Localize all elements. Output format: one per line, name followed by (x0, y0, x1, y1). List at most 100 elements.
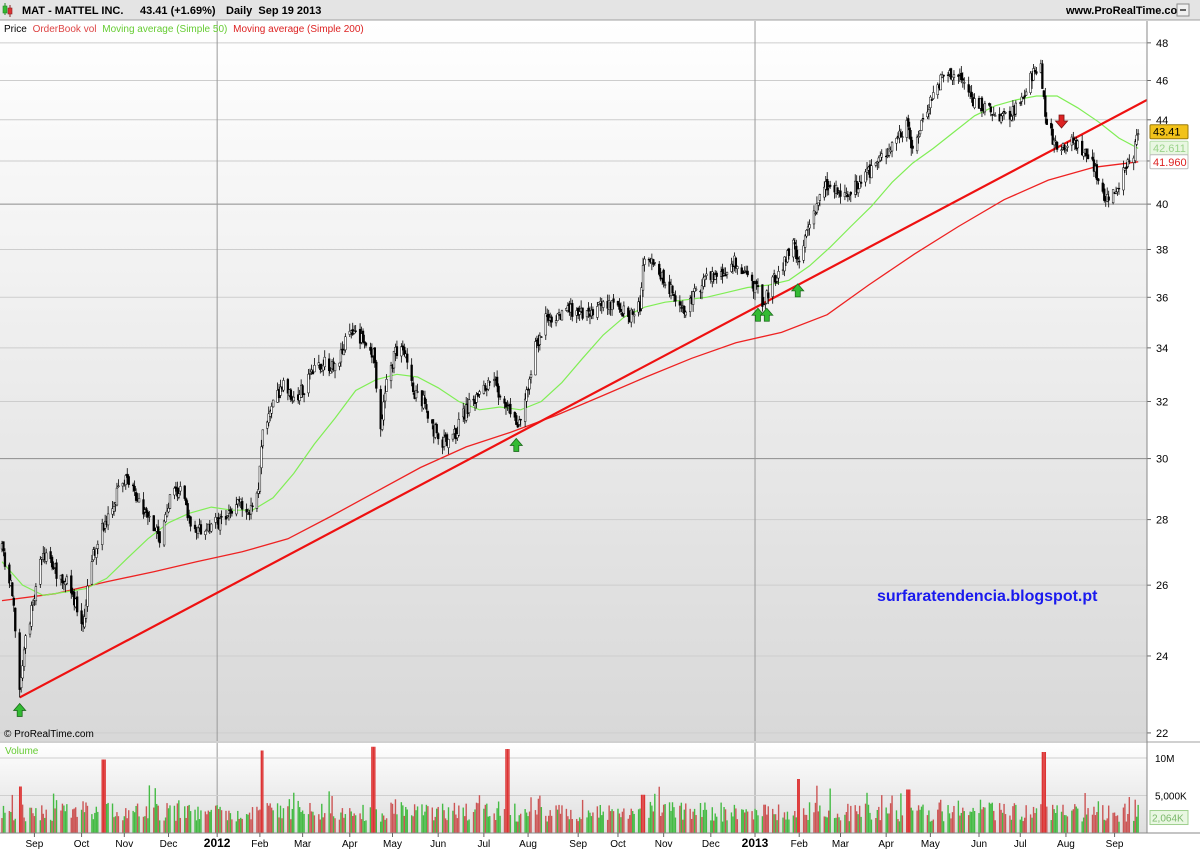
volume-bar (875, 818, 877, 833)
volume-bar (942, 821, 945, 833)
candle (22, 646, 26, 671)
volume-bar (702, 809, 705, 833)
volume-bar (55, 800, 58, 833)
candle (414, 385, 418, 402)
candle (270, 402, 273, 419)
candle (8, 562, 11, 589)
volume-bar (825, 816, 827, 833)
volume-bar (74, 807, 77, 833)
candle (1085, 148, 1088, 163)
volume-bar (391, 803, 394, 833)
candle-body (942, 74, 945, 77)
volume-bar (963, 811, 965, 833)
volume-bar (228, 810, 230, 833)
candle (1029, 71, 1032, 95)
legend: Price OrderBook vol Moving average (Simp… (4, 24, 364, 35)
candle (526, 387, 530, 398)
candle-body (176, 487, 179, 497)
volume-bar (1087, 808, 1089, 833)
volume-bar (797, 779, 799, 833)
candle (50, 555, 54, 571)
candle-body (101, 523, 104, 545)
candle (168, 494, 172, 510)
candle-body (1025, 91, 1028, 96)
candle-body (999, 115, 1003, 123)
volume-bar (464, 816, 466, 833)
candle (930, 98, 934, 101)
volume-bar (499, 815, 501, 833)
candle-body (858, 181, 861, 189)
candle (1095, 159, 1099, 185)
candle-body (1014, 102, 1017, 115)
volume-bar (599, 804, 601, 833)
candle (1122, 160, 1125, 196)
volume-bar (1043, 752, 1045, 833)
candle (939, 73, 942, 91)
volume-bar (630, 808, 632, 833)
candle (890, 141, 894, 158)
volume-bar (900, 793, 902, 833)
candle-body (1091, 156, 1094, 160)
volume-bar (458, 805, 460, 833)
candle-body (416, 391, 419, 393)
minimize-icon[interactable] (1176, 3, 1190, 17)
candle-body (674, 295, 677, 302)
candle (581, 307, 584, 321)
volume-bar (1115, 816, 1117, 833)
candle (127, 474, 130, 488)
candle (457, 412, 460, 437)
candle-body (795, 245, 798, 260)
volume-bar (640, 794, 643, 833)
volume-bar (527, 816, 529, 833)
candle (361, 328, 365, 345)
volume-bar (497, 801, 500, 833)
candle-body (761, 284, 764, 307)
candle-body (740, 267, 743, 275)
volume-bar (786, 811, 789, 833)
volume-bar (51, 820, 53, 833)
candle (1010, 113, 1013, 122)
candle-body (22, 649, 26, 667)
candle-body (239, 498, 242, 503)
candle-body (319, 363, 322, 370)
candle (86, 578, 89, 612)
candle-body (363, 341, 366, 344)
volume-bar (1072, 809, 1075, 833)
candle (805, 229, 808, 239)
volume-bar (798, 779, 800, 833)
candle (700, 279, 704, 300)
legend-orderbook: OrderBook vol (33, 24, 97, 35)
candle (678, 295, 682, 313)
candle (196, 526, 200, 539)
candle-body (126, 473, 129, 478)
candle (746, 265, 749, 278)
candle-body (554, 320, 558, 324)
candle-body (1123, 168, 1127, 171)
volume-bar (123, 816, 126, 833)
volume-bar (1056, 805, 1058, 833)
arrow-up-icon (12, 702, 27, 717)
volume-bar (225, 810, 227, 833)
volume-bar (478, 795, 481, 833)
candle (714, 270, 717, 281)
candle (289, 388, 292, 403)
volume-bar (158, 820, 161, 833)
candle (1092, 152, 1096, 178)
candle-body (1063, 144, 1066, 151)
volume-bar (145, 806, 148, 833)
candle (798, 255, 801, 269)
volume-bar (269, 803, 271, 833)
volume-bar (854, 805, 856, 833)
candle-body (251, 505, 254, 507)
candle-body (1004, 112, 1007, 114)
volume-bar (555, 805, 557, 833)
volume-bar (994, 820, 996, 833)
volume-bar (710, 820, 712, 833)
candle (11, 582, 14, 598)
candle-body (260, 446, 263, 469)
volume-bar (829, 788, 831, 833)
volume-bar (102, 759, 105, 833)
header-website[interactable]: www.ProRealTime.com (1065, 5, 1187, 17)
candle (20, 677, 23, 693)
candle-body (1033, 69, 1037, 73)
